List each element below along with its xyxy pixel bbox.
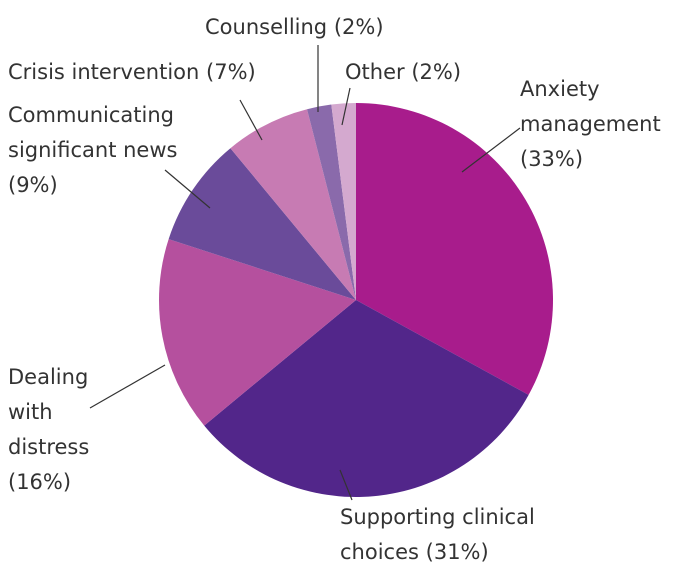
slice-label: Counselling (2%) (205, 10, 505, 45)
pie-slice (168, 148, 356, 300)
pie-slice (356, 103, 554, 395)
category-label: Dealing with distress (8, 365, 90, 459)
pie-slice (204, 300, 529, 497)
slice-label: Dealing with distress (16%) (8, 360, 113, 500)
value-label: (33%) (520, 147, 584, 171)
value-label: (2%) (411, 60, 462, 84)
value-label: (16%) (8, 470, 72, 494)
category-label: Other (345, 60, 405, 84)
leader-line (239, 99, 263, 141)
category-label: Counselling (205, 15, 328, 39)
leader-line (164, 169, 211, 209)
pie-slice (331, 103, 356, 300)
slice-label: Other (2%) (345, 55, 545, 90)
leader-line (89, 364, 166, 409)
value-label: (31%) (425, 540, 489, 564)
value-label: (7%) (206, 60, 256, 84)
slice-label: Communicating significant news (9%) (8, 98, 223, 203)
slice-label: Anxiety management (33%) (520, 72, 690, 177)
slice-label: Crisis intervention (7%) (8, 55, 308, 90)
category-label: Communicating significant news (8, 103, 178, 162)
leader-line (461, 127, 521, 173)
leader-line (341, 87, 351, 126)
category-label: Supporting clinical choices (340, 505, 535, 564)
value-label: (9%) (8, 173, 58, 197)
pie-slice (230, 109, 356, 300)
slice-label: Supporting clinical choices (31%) (340, 500, 600, 567)
pie-slice (307, 104, 356, 300)
category-label: Crisis intervention (8, 60, 200, 84)
value-label: (2%) (333, 15, 384, 39)
pie-slice (158, 239, 356, 426)
category-label: Anxiety management (520, 77, 661, 136)
leader-line (339, 469, 353, 501)
